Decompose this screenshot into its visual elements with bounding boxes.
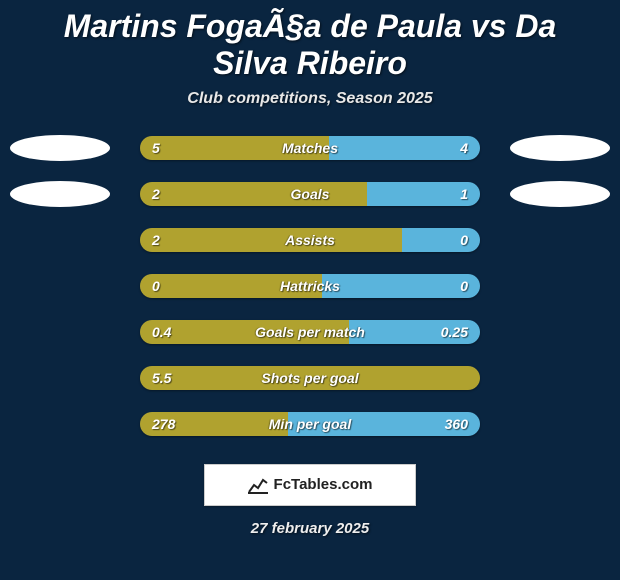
bar-segment-right [329,136,480,160]
bar-segment-left [140,320,349,344]
brand-badge[interactable]: FcTables.com [204,464,416,506]
bar-segment-left [140,228,402,252]
chart-icon [248,476,268,494]
comparison-bar: Matches54 [140,136,480,160]
metric-row: Goals per match0.40.25 [0,320,620,344]
page-subtitle: Club competitions, Season 2025 [0,90,620,108]
comparison-widget: Martins FogaÃ§a de Paula vs Da Silva Rib… [0,0,620,580]
bar-segment-right [349,320,480,344]
brand-text: FcTables.com [274,476,373,493]
comparison-bar: Assists20 [140,228,480,252]
metric-row: Min per goal278360 [0,412,620,436]
metric-row: Hattricks00 [0,274,620,298]
player-right-image [510,135,610,161]
bar-segment-right [367,182,480,206]
comparison-bar: Min per goal278360 [140,412,480,436]
bar-segment-left [140,274,322,298]
bar-segment-left [140,412,288,436]
metric-row: Matches54 [0,136,620,160]
bar-segment-right [288,412,480,436]
player-left-image [10,181,110,207]
bar-segment-left [140,366,480,390]
bar-segment-right [322,274,480,298]
comparison-bar: Shots per goal5.5 [140,366,480,390]
bar-segment-left [140,182,367,206]
comparison-bar: Goals per match0.40.25 [140,320,480,344]
metric-rows: Matches54 Goals21 Assists20 Hattricks00 Goal… [0,136,620,436]
page-title: Martins FogaÃ§a de Paula vs Da Silva Rib… [0,0,620,82]
comparison-bar: Hattricks00 [140,274,480,298]
bar-segment-left [140,136,329,160]
metric-row: Shots per goal5.5 [0,366,620,390]
metric-row: Assists20 [0,228,620,252]
bar-segment-right [402,228,480,252]
comparison-bar: Goals21 [140,182,480,206]
metric-row: Goals21 [0,182,620,206]
player-left-image [10,135,110,161]
footer-date: 27 february 2025 [0,520,620,537]
player-right-image [510,181,610,207]
